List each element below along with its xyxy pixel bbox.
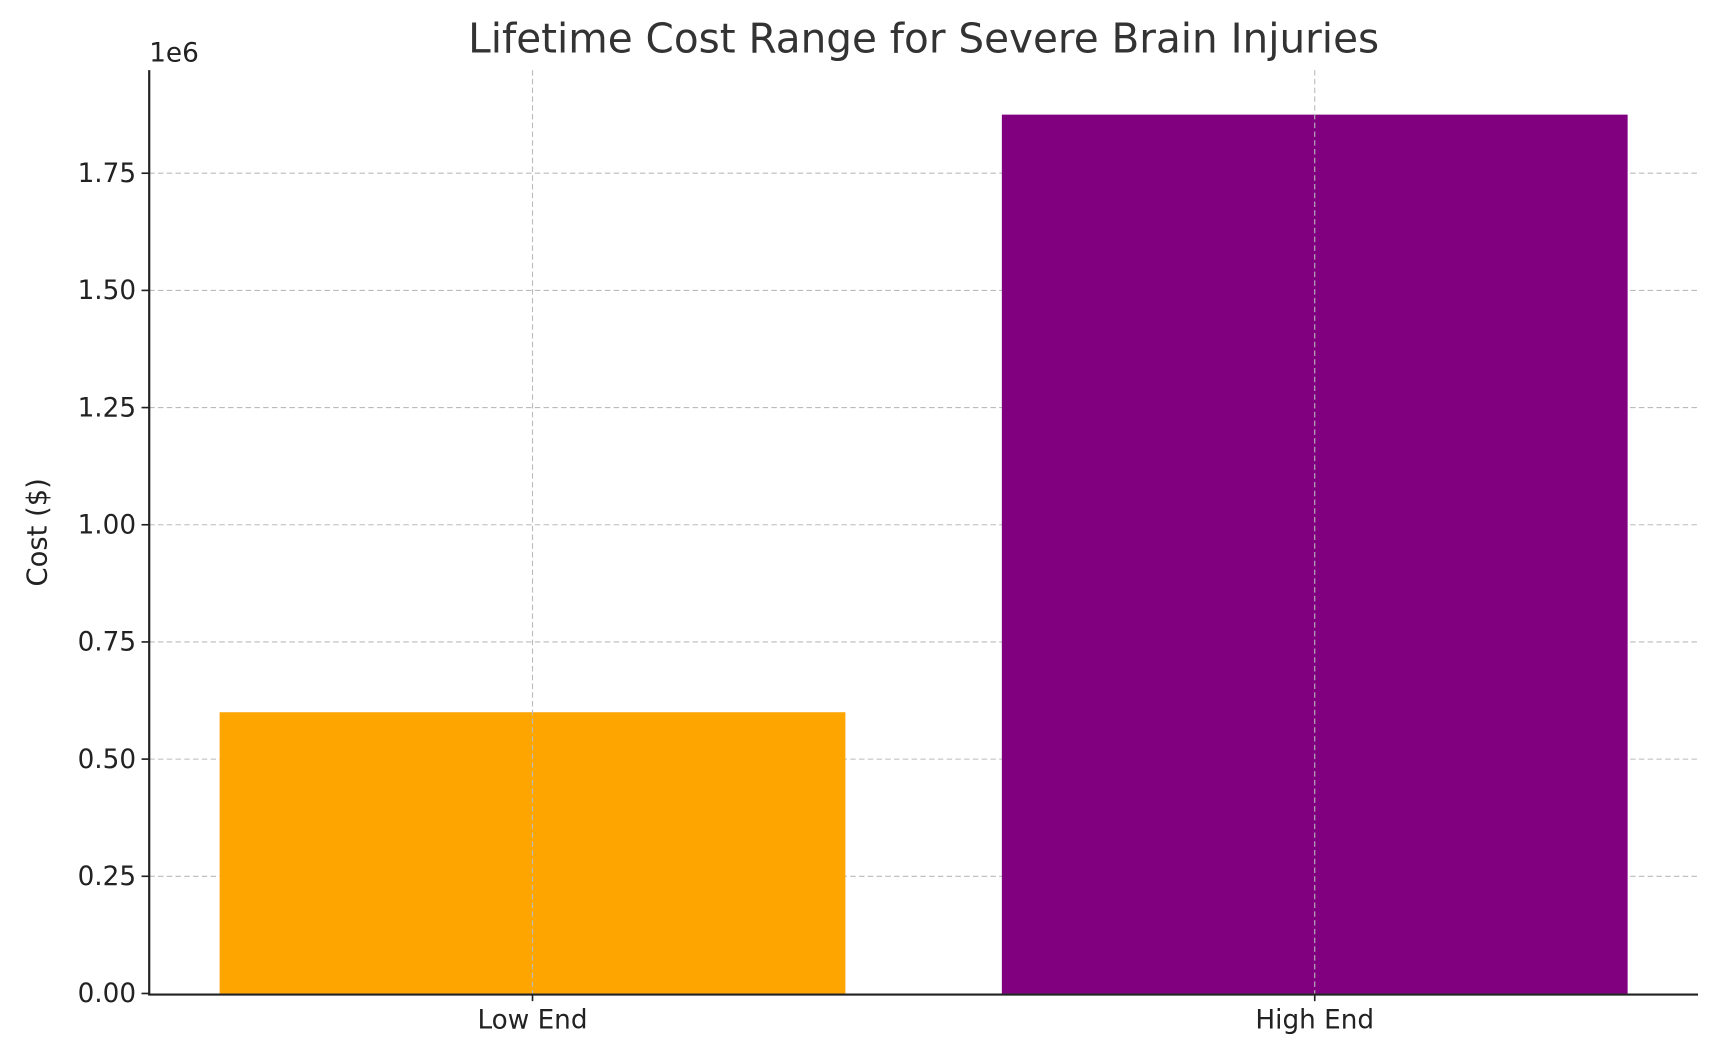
x-tick-label: Low End <box>478 1006 588 1036</box>
y-axis-label: Cost ($) <box>22 478 53 586</box>
y-tick-label: 0.75 <box>78 628 136 658</box>
y-tick-label: 0.25 <box>78 862 136 892</box>
y-tick-label: 0.50 <box>78 745 136 775</box>
y-tick-label: 1.75 <box>78 159 136 189</box>
y-tick-label: 1.25 <box>78 393 136 423</box>
x-tick-label: High End <box>1255 1006 1374 1036</box>
y-tick-label: 1.00 <box>78 511 136 541</box>
y-offset-label: 1e6 <box>149 38 199 68</box>
chart-title: Lifetime Cost Range for Severe Brain Inj… <box>468 15 1379 63</box>
y-tick-label: 0.00 <box>78 979 136 1009</box>
y-tick-label: 1.50 <box>78 276 136 306</box>
